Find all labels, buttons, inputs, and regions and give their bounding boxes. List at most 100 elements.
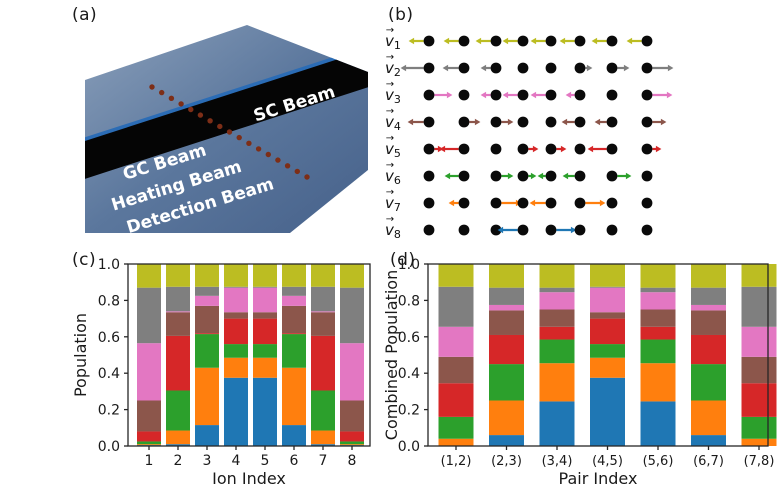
bar-segment	[691, 264, 726, 288]
bar-segment	[489, 264, 524, 288]
x-tick-label: 1	[145, 453, 154, 469]
mode-ion-dot	[423, 89, 435, 101]
bar-segment	[741, 286, 777, 327]
bar-segment	[590, 286, 625, 288]
mode-ion-dot	[490, 143, 502, 155]
axes-frame	[127, 263, 371, 447]
mode-ion-dot	[641, 62, 653, 74]
mode-ion-dot	[490, 35, 502, 47]
bar-segment	[166, 335, 190, 391]
bar-segment	[253, 318, 277, 345]
mode-ion-dot	[517, 62, 529, 74]
mode-arrowhead	[626, 37, 633, 45]
bar-segment	[137, 444, 161, 446]
bar-segment	[166, 311, 190, 313]
x-tick-label: 4	[232, 453, 241, 469]
ion-dot	[236, 134, 242, 141]
bar-segment	[166, 444, 190, 446]
bar-segment	[590, 287, 625, 313]
mode-ion-dot	[517, 35, 529, 47]
bar-segment	[282, 305, 306, 334]
bar-segment	[253, 344, 277, 358]
y-tick-label: 0.6	[398, 330, 420, 346]
ion-dot	[178, 101, 184, 107]
mode-ion-dot	[574, 35, 586, 47]
y-axis-label: Population	[71, 313, 90, 397]
bar-segment	[539, 292, 575, 310]
bar-segment	[539, 326, 575, 340]
mode-ion-dot	[574, 197, 586, 209]
population-chart: 0.0 0.2 0.4 0.6 0.8 1.0 1 2 3 4 5 6 7 8 Ion Index Popul…	[71, 257, 371, 487]
y-tick-label: 0.4	[98, 366, 120, 382]
bar-segment	[691, 287, 726, 305]
bar-segment	[640, 287, 676, 293]
x-tick-label: 6	[290, 453, 299, 469]
mode-arrowhead	[660, 118, 667, 126]
mode-ion-dot	[641, 197, 653, 209]
bar-segment	[282, 425, 306, 446]
mode-arrowhead	[559, 37, 566, 45]
mode-ion-dot	[490, 116, 502, 128]
bar-segment	[311, 312, 335, 336]
mode-ion-dot	[606, 116, 618, 128]
mode-arrowhead	[439, 145, 446, 153]
mode-arrowhead	[480, 91, 487, 99]
bar-segment	[137, 343, 161, 401]
x-tick-label: (3,4)	[542, 454, 573, 469]
mode-ion-dot	[574, 62, 586, 74]
x-tick-label: 5	[261, 453, 270, 469]
mode-arrowhead	[594, 118, 601, 126]
bar-segment	[691, 435, 726, 446]
vector-arrow-accent: →	[386, 52, 394, 63]
mode-arrowhead	[570, 226, 577, 234]
bar-segment	[691, 334, 726, 365]
panel-b-label: (b)	[388, 5, 414, 25]
y-tick-label: 0.0	[98, 439, 120, 455]
bar-segment	[438, 356, 474, 384]
ion-dot	[304, 174, 310, 180]
bar-segment	[340, 287, 364, 344]
bar-segment	[137, 441, 161, 445]
mode-arrowhead	[507, 118, 514, 126]
mode-arrowhead	[497, 226, 504, 234]
mode-arrowhead	[407, 118, 414, 126]
bar-segment	[224, 318, 248, 345]
bar-segment	[489, 400, 524, 436]
bar-segment	[438, 438, 474, 446]
ion-dot	[275, 157, 281, 163]
mode-ion-dot	[517, 197, 529, 209]
mode-ion-dot	[641, 116, 653, 128]
panel-c: (c) 0.0 0.2 0.4 0.6 0.8 1.0 1 2 3 4 5 6 7 8 Ion Index P…	[71, 250, 371, 487]
mode-arrowhead	[530, 91, 537, 99]
mode-arrowhead	[587, 145, 594, 153]
bar-segment	[253, 357, 277, 378]
mode-ion-dot	[458, 143, 470, 155]
mode-arrowhead	[530, 172, 537, 180]
bar-segment	[311, 264, 335, 287]
mode-arrowhead	[502, 91, 509, 99]
mode-arrowhead	[442, 64, 449, 72]
ion-dot	[217, 123, 223, 130]
bar-segment	[489, 287, 524, 305]
bar-segment	[438, 383, 474, 417]
mode-ion-dot	[574, 143, 586, 155]
vector-arrow-accent: →	[386, 25, 394, 36]
y-tick-label: 0.8	[398, 293, 420, 309]
bar-segment	[137, 264, 161, 288]
mode-ion-dot	[458, 116, 470, 128]
bar-segment	[741, 356, 777, 384]
bar-segment	[282, 286, 306, 296]
mode-ion-dot	[490, 89, 502, 101]
panel-b: (b) → v1 → v2 → v3 → v4 → v5 → v6 → v7 → v8	[385, 5, 674, 241]
x-tick-label: (2,3)	[491, 454, 522, 469]
bar-segment	[137, 400, 161, 432]
bar-segment	[590, 312, 625, 319]
mode-ion-dot	[606, 89, 618, 101]
bar-segment	[438, 326, 474, 357]
bar-segment	[640, 401, 676, 446]
mode-ion-dot	[423, 197, 435, 209]
mode-diagram: →v1→v2→v3→v4→v5→v6→v7→v8	[385, 25, 674, 241]
ion-dot	[149, 84, 155, 90]
x-tick-label: 8	[348, 453, 357, 469]
mode-ion-dot	[423, 35, 435, 47]
